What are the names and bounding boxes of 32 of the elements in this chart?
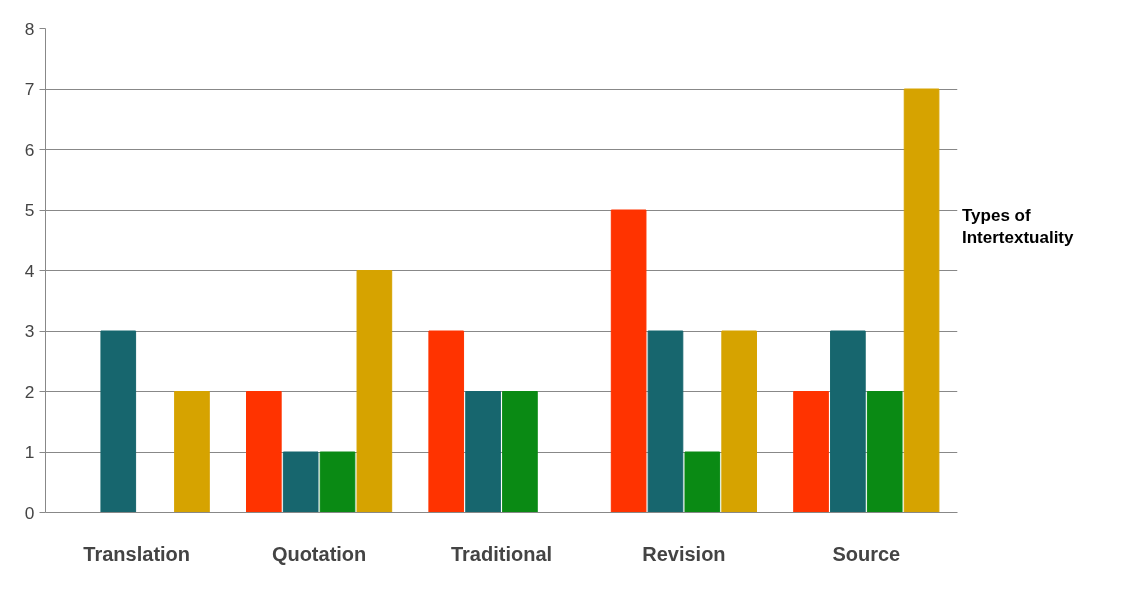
bar (428, 330, 465, 513)
bar (647, 330, 684, 513)
bar (830, 330, 866, 513)
bar (684, 451, 721, 513)
bar (866, 391, 903, 513)
bar (793, 391, 829, 513)
bar (356, 270, 393, 513)
y-tick-label: 3 (24, 321, 35, 341)
y-tick-label: 1 (24, 442, 35, 462)
x-tick-label: Revision (642, 542, 726, 565)
x-tick-label: Source (832, 542, 901, 565)
bar (282, 451, 319, 513)
x-tick-label: Quotation (271, 542, 367, 565)
x-tick-label: Traditional (450, 542, 553, 565)
y-tick-label: 0 (24, 502, 35, 523)
bar (319, 451, 356, 513)
y-tick-label: 7 (24, 79, 35, 99)
y-tick-label: 4 (24, 260, 35, 281)
bar (174, 391, 210, 513)
bar (246, 391, 282, 513)
bar (610, 209, 647, 513)
y-tick-label: 2 (24, 381, 35, 402)
y-tick-label: 5 (24, 200, 35, 220)
bar (465, 391, 501, 513)
bar (100, 330, 137, 513)
y-tick-label: 6 (24, 139, 35, 160)
bar (903, 88, 940, 513)
x-tick-label: Translation (83, 542, 191, 565)
y-tick-label: 8 (24, 18, 35, 39)
bar (721, 330, 757, 513)
text: Types of Intertextuality (962, 205, 1075, 249)
bar (502, 391, 538, 513)
